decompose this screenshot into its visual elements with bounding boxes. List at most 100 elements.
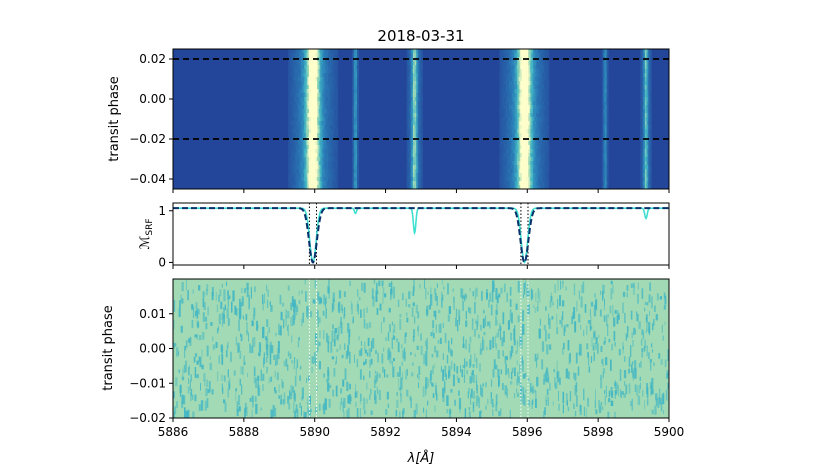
noise-streak bbox=[382, 292, 384, 304]
heatmap-cell bbox=[417, 113, 420, 118]
noise-streak bbox=[476, 384, 478, 394]
heatmap-cell bbox=[521, 69, 524, 74]
noise-streak bbox=[348, 332, 350, 345]
heatmap-cell bbox=[603, 125, 606, 130]
heatmap-cell bbox=[288, 161, 291, 166]
heatmap-cell bbox=[536, 173, 539, 178]
noise-streak bbox=[636, 311, 638, 315]
noise-streak bbox=[446, 355, 449, 364]
noise-streak bbox=[609, 305, 612, 314]
heatmap-cell bbox=[334, 61, 337, 66]
heatmap-cell bbox=[521, 73, 524, 78]
heatmap-cell bbox=[419, 153, 422, 158]
heatmap-cell bbox=[333, 165, 335, 170]
heatmap-cell bbox=[501, 185, 503, 190]
noise-streak bbox=[402, 410, 404, 418]
heatmap-cell bbox=[534, 77, 537, 82]
noise-streak bbox=[317, 318, 319, 327]
heatmap-cell bbox=[649, 165, 652, 170]
noise-streak bbox=[411, 291, 414, 296]
heatmap-cell bbox=[512, 125, 515, 130]
heatmap-cell bbox=[517, 145, 519, 150]
noise-streak bbox=[223, 375, 225, 381]
heatmap-cell bbox=[305, 117, 308, 122]
noise-streak bbox=[589, 308, 591, 317]
noise-streak bbox=[434, 288, 437, 294]
heatmap-cell bbox=[518, 137, 521, 142]
noise-streak bbox=[360, 393, 362, 401]
noise-streak bbox=[199, 356, 202, 368]
heatmap-cell bbox=[537, 49, 540, 54]
noise-streak bbox=[617, 312, 620, 317]
noise-streak bbox=[308, 395, 311, 404]
heatmap-cell bbox=[509, 169, 511, 174]
heatmap-cell bbox=[406, 101, 409, 106]
noise-streak bbox=[361, 282, 363, 291]
heatmap-cell bbox=[297, 117, 300, 122]
heatmap-cell bbox=[517, 161, 519, 166]
heatmap-cell bbox=[328, 185, 331, 190]
heatmap-cell bbox=[406, 93, 409, 98]
heatmap-cell bbox=[545, 89, 548, 94]
heatmap-cell bbox=[294, 141, 297, 146]
heatmap-cell bbox=[301, 89, 303, 94]
heatmap-cell bbox=[499, 89, 502, 94]
heatmap-cell bbox=[333, 121, 335, 126]
heatmap-cell bbox=[325, 105, 327, 110]
heatmap-cell bbox=[640, 185, 643, 190]
noise-streak bbox=[269, 344, 272, 355]
heatmap-cell bbox=[531, 85, 534, 90]
heatmap-cell bbox=[517, 65, 519, 70]
heatmap-cell bbox=[541, 153, 543, 158]
heatmap-cell bbox=[333, 73, 335, 78]
heatmap-cell bbox=[499, 49, 502, 54]
heatmap-cell bbox=[329, 149, 332, 154]
heatmap-cell bbox=[518, 113, 521, 118]
noise-streak bbox=[190, 389, 193, 396]
heatmap-cell bbox=[305, 73, 308, 78]
heatmap-cell bbox=[544, 109, 547, 114]
heatmap-cell bbox=[510, 125, 513, 130]
noise-streak bbox=[516, 378, 519, 386]
heatmap-cell bbox=[325, 121, 327, 126]
heatmap-cell bbox=[512, 161, 515, 166]
noise-streak bbox=[268, 327, 270, 333]
noise-streak bbox=[242, 366, 244, 375]
noise-streak bbox=[499, 323, 501, 330]
heatmap-cell bbox=[321, 49, 324, 54]
heatmap-cell bbox=[310, 141, 313, 146]
noise-streak bbox=[655, 393, 658, 401]
heatmap-cell bbox=[417, 89, 420, 94]
noise-streak bbox=[341, 304, 343, 311]
heatmap-cell bbox=[521, 165, 524, 170]
heatmap-cell bbox=[334, 169, 337, 174]
heatmap-cell bbox=[414, 157, 417, 162]
heatmap-cell bbox=[545, 121, 548, 126]
noise-streak bbox=[469, 376, 472, 384]
noise-streak bbox=[281, 381, 284, 389]
heatmap-cell bbox=[509, 117, 511, 122]
heatmap-cell bbox=[513, 169, 516, 174]
heatmap-cell bbox=[531, 89, 534, 94]
noise-streak bbox=[418, 382, 419, 388]
heatmap-cell bbox=[416, 77, 419, 82]
heatmap-cell bbox=[536, 181, 539, 186]
heatmap-cell bbox=[544, 105, 547, 110]
heatmap-cell bbox=[291, 81, 294, 86]
heatmap-cell bbox=[603, 85, 606, 90]
heatmap-cell bbox=[353, 161, 356, 166]
heatmap-cell bbox=[413, 61, 415, 66]
heatmap-cell bbox=[646, 61, 649, 66]
heatmap-cell bbox=[289, 65, 292, 70]
noise-streak bbox=[630, 345, 632, 357]
heatmap-cell bbox=[648, 169, 651, 174]
noise-streak bbox=[644, 400, 646, 410]
heatmap-cell bbox=[520, 149, 523, 154]
heatmap-cell bbox=[520, 137, 523, 142]
heatmap-cell bbox=[302, 165, 305, 170]
noise-streak bbox=[556, 314, 558, 326]
heatmap-cell bbox=[313, 149, 316, 154]
heatmap-cell bbox=[529, 181, 532, 186]
heatmap-cell bbox=[307, 121, 310, 126]
heatmap-cell bbox=[291, 169, 294, 174]
